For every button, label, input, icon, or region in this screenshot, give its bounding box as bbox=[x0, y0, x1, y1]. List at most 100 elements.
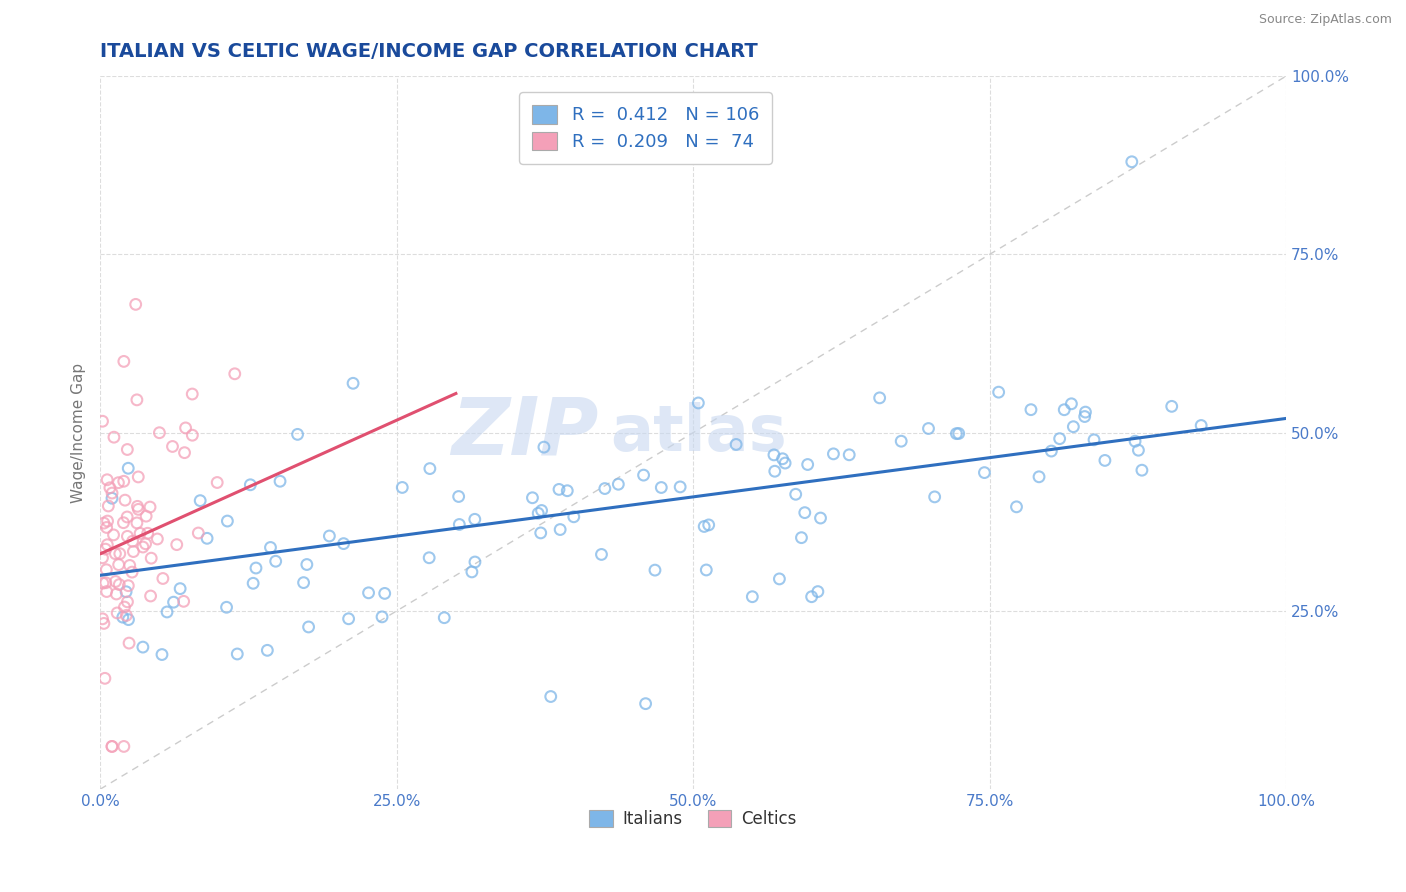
Point bbox=[890, 434, 912, 449]
Point bbox=[342, 376, 364, 391]
Point bbox=[527, 506, 550, 520]
Point bbox=[117, 529, 139, 543]
Point bbox=[115, 510, 138, 524]
Point bbox=[132, 540, 155, 554]
Point bbox=[245, 561, 267, 575]
Legend: Italians, Celtics: Italians, Celtics bbox=[583, 803, 803, 834]
Point bbox=[461, 565, 484, 579]
Point bbox=[195, 532, 218, 546]
Point bbox=[117, 613, 139, 627]
Point bbox=[215, 600, 238, 615]
Point bbox=[695, 563, 717, 577]
Point bbox=[924, 490, 946, 504]
Point bbox=[117, 595, 139, 609]
Point bbox=[1160, 400, 1182, 414]
Point bbox=[292, 575, 315, 590]
Point bbox=[115, 608, 138, 623]
Point bbox=[101, 491, 124, 506]
Point bbox=[869, 391, 891, 405]
Point bbox=[917, 421, 939, 435]
Point bbox=[650, 481, 672, 495]
Point bbox=[107, 558, 129, 572]
Point bbox=[117, 442, 139, 457]
Point bbox=[148, 425, 170, 440]
Point bbox=[1062, 419, 1084, 434]
Point bbox=[790, 531, 813, 545]
Point bbox=[772, 451, 794, 466]
Point bbox=[838, 448, 860, 462]
Point bbox=[800, 590, 823, 604]
Text: atlas: atlas bbox=[610, 401, 787, 464]
Point bbox=[115, 584, 138, 599]
Point bbox=[1049, 432, 1071, 446]
Point bbox=[768, 572, 790, 586]
Point bbox=[773, 456, 796, 470]
Point bbox=[174, 421, 197, 435]
Point bbox=[332, 536, 354, 550]
Point bbox=[94, 671, 117, 685]
Point bbox=[181, 428, 204, 442]
Point bbox=[530, 503, 553, 517]
Text: ZIP: ZIP bbox=[451, 393, 598, 472]
Point bbox=[121, 534, 143, 549]
Point bbox=[1094, 453, 1116, 467]
Point bbox=[357, 586, 380, 600]
Point bbox=[562, 509, 585, 524]
Point bbox=[96, 563, 118, 577]
Point bbox=[725, 437, 748, 451]
Point bbox=[103, 430, 125, 444]
Point bbox=[139, 589, 162, 603]
Point bbox=[111, 610, 134, 624]
Point bbox=[1040, 444, 1063, 458]
Point bbox=[533, 440, 555, 454]
Point bbox=[785, 487, 807, 501]
Point bbox=[1060, 397, 1083, 411]
Point bbox=[823, 447, 845, 461]
Point bbox=[741, 590, 763, 604]
Point bbox=[104, 574, 127, 589]
Point bbox=[121, 565, 143, 579]
Point bbox=[91, 414, 114, 428]
Point bbox=[419, 461, 441, 475]
Point bbox=[125, 516, 148, 530]
Point bbox=[96, 514, 118, 528]
Point bbox=[591, 548, 613, 562]
Point bbox=[98, 481, 121, 495]
Point bbox=[152, 572, 174, 586]
Point bbox=[114, 493, 136, 508]
Point bbox=[135, 509, 157, 524]
Point bbox=[93, 616, 115, 631]
Point bbox=[118, 558, 141, 573]
Point bbox=[1028, 470, 1050, 484]
Point bbox=[112, 475, 135, 489]
Point bbox=[91, 550, 114, 565]
Point bbox=[103, 528, 125, 542]
Point bbox=[269, 475, 291, 489]
Point bbox=[217, 514, 239, 528]
Point bbox=[156, 605, 179, 619]
Point bbox=[141, 551, 163, 566]
Point bbox=[105, 606, 128, 620]
Point bbox=[548, 523, 571, 537]
Point bbox=[973, 466, 995, 480]
Point bbox=[181, 387, 204, 401]
Point bbox=[105, 587, 128, 601]
Point bbox=[94, 542, 117, 557]
Point bbox=[530, 525, 553, 540]
Point bbox=[239, 477, 262, 491]
Point bbox=[688, 396, 710, 410]
Point bbox=[117, 579, 139, 593]
Point bbox=[127, 470, 149, 484]
Point bbox=[464, 555, 486, 569]
Point bbox=[101, 486, 124, 500]
Point bbox=[91, 576, 114, 591]
Point bbox=[127, 500, 149, 514]
Point bbox=[125, 297, 148, 311]
Point bbox=[117, 461, 139, 475]
Point bbox=[91, 612, 114, 626]
Point bbox=[96, 520, 118, 534]
Point bbox=[173, 594, 195, 608]
Point bbox=[169, 582, 191, 596]
Point bbox=[762, 448, 785, 462]
Point bbox=[107, 475, 129, 490]
